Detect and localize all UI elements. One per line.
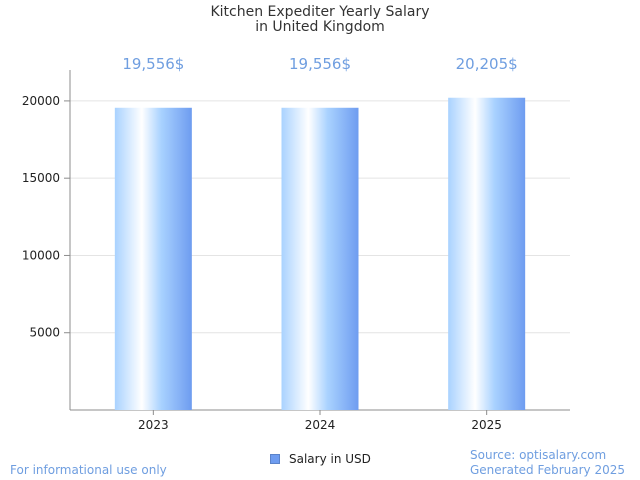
y-tick-label: 15000 [22, 171, 60, 185]
y-tick-label: 20000 [22, 94, 60, 108]
chart-title-line-1: Kitchen Expediter Yearly Salary [210, 4, 430, 20]
bar-value-label: 20,205$ [456, 55, 518, 73]
generated-date: Generated February 2025 [470, 463, 626, 477]
y-tick-label: 5000 [29, 326, 60, 340]
disclaimer-text: For informational use only [10, 463, 167, 477]
legend-label: Salary in USD [289, 452, 371, 466]
bar [448, 97, 526, 410]
source-link[interactable]: Source: optisalary.com [470, 448, 607, 462]
x-tick-label: 2023 [138, 418, 169, 432]
bar [281, 107, 359, 411]
chart-title-line-2: in United Kingdom [255, 19, 385, 35]
x-tick-label: 2025 [471, 418, 502, 432]
bar [114, 107, 192, 411]
y-tick-label: 10000 [22, 248, 60, 262]
bar-value-label: 19,556$ [122, 55, 184, 73]
legend[interactable]: Salary in USD [270, 452, 371, 466]
bar-value-label: 19,556$ [289, 55, 351, 73]
x-tick-label: 2024 [305, 418, 336, 432]
legend-swatch [270, 454, 280, 464]
